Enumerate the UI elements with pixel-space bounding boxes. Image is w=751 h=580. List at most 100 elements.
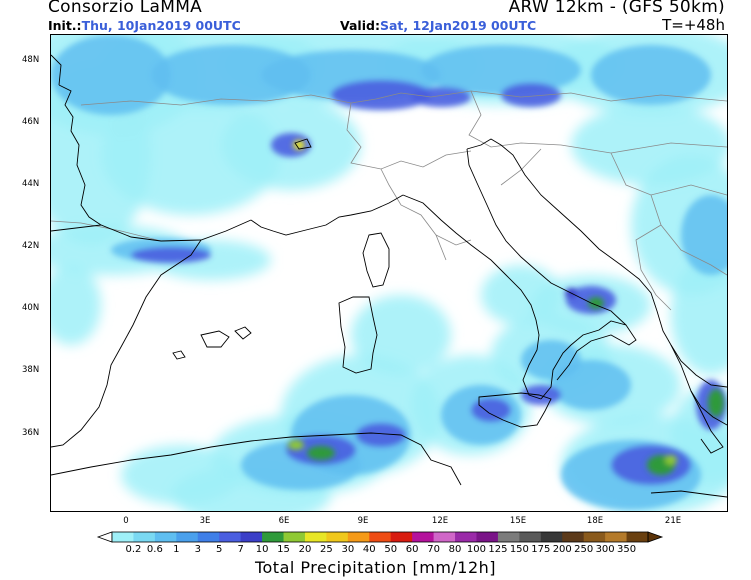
lat-tick-40n: 40N — [22, 303, 40, 313]
colorbar-swatch — [240, 532, 263, 542]
colorbar-swatch — [540, 532, 563, 542]
colorbar-label: 150 — [509, 544, 529, 555]
colorbar-swatch — [133, 532, 156, 542]
colorbar-label: 300 — [595, 544, 615, 555]
colorbar-swatch — [519, 532, 542, 542]
precip-area — [591, 45, 711, 105]
colorbar-swatch — [433, 532, 456, 542]
precip-area — [51, 35, 171, 115]
colorbar-swatch — [605, 532, 628, 542]
colorbar-label: 60 — [405, 544, 419, 555]
lon-tick-6e: 6E — [278, 516, 290, 526]
precip-area — [151, 45, 311, 105]
lon-tick-0: 0 — [123, 516, 129, 526]
colorbar-swatch — [262, 532, 285, 542]
precip-area — [271, 133, 311, 157]
lat-tick-48n: 48N — [22, 55, 40, 65]
colorbar-frame — [111, 531, 649, 543]
lat-tick-46n: 46N — [22, 117, 40, 127]
valid-time: Valid:Sat, 12Jan2019 00UTC — [340, 18, 536, 33]
coastlines — [51, 54, 727, 498]
lat-tick-44n: 44N — [22, 179, 40, 189]
init-label: Init.: — [48, 18, 82, 33]
model-title: ARW 12km - (GFS 50km) — [508, 0, 725, 17]
colorbar-swatch — [369, 532, 392, 542]
colorbar-swatch — [347, 532, 370, 542]
precip-area — [356, 423, 406, 447]
colorbar-label: 7 — [237, 544, 244, 555]
precip-area — [471, 398, 511, 422]
precip-area — [351, 295, 451, 375]
precip-area — [131, 247, 211, 263]
colorbar-swatch — [497, 532, 520, 542]
colorbar-label: 20 — [298, 544, 312, 555]
colorbar-label: 0.6 — [146, 544, 163, 555]
precip-area — [307, 446, 335, 460]
colorbar-label: 5 — [216, 544, 223, 555]
valid-value: Sat, 12Jan2019 00UTC — [379, 18, 537, 33]
colorbar-label: 15 — [277, 544, 290, 555]
colorbar-swatch — [412, 532, 435, 542]
colorbar-label: 100 — [466, 544, 487, 555]
colorbar-swatch — [583, 532, 606, 542]
colorbar-swatch — [112, 532, 134, 542]
colorbar-title: Total Precipitation [mm/12h] — [254, 558, 497, 577]
colorbar-label: 200 — [552, 544, 572, 555]
lat-tick-42n: 42N — [22, 241, 40, 251]
map-canvas — [51, 35, 727, 511]
colorbar-label: 0.2 — [125, 544, 142, 555]
colorbar-swatch — [390, 532, 413, 542]
colorbar-label: 40 — [362, 544, 376, 555]
lon-tick-15e: 15E — [509, 516, 527, 526]
colorbar-swatch — [455, 532, 477, 542]
colorbar-label: 350 — [617, 544, 637, 555]
precip-area — [681, 195, 727, 275]
lon-tick-3e: 3E — [199, 516, 211, 526]
colorbar-swatch — [197, 532, 220, 542]
precipitation-map — [50, 34, 728, 512]
colorbar-under-arrow — [96, 531, 113, 543]
colorbar-over-arrow — [647, 531, 664, 543]
valid-label: Valid: — [340, 18, 380, 33]
colorbar-label: 3 — [194, 544, 201, 555]
colorbar-label: 10 — [255, 544, 269, 555]
forecast-hour: T=+48h — [662, 16, 725, 34]
precip-area — [588, 297, 604, 309]
colorbar-label: 250 — [574, 544, 594, 555]
colorbar-label: 80 — [448, 544, 462, 555]
precip-area — [421, 45, 581, 95]
colorbar-label: 125 — [488, 544, 508, 555]
lon-tick-12e: 12E — [431, 516, 449, 526]
colorbar-swatch — [326, 532, 349, 542]
colorbar-swatch — [219, 532, 242, 542]
init-value: Thu, 10Jan2019 00UTC — [81, 18, 241, 33]
precip-area — [288, 440, 304, 450]
organization-title: Consorzio LaMMA — [48, 0, 203, 17]
colorbar-swatch — [176, 532, 199, 542]
colorbar-swatch — [476, 532, 499, 542]
colorbar-label: 175 — [531, 544, 551, 555]
precip-area — [665, 455, 677, 465]
precip-area — [121, 445, 241, 505]
init-time: Init.:Thu, 10Jan2019 00UTC — [48, 18, 241, 33]
lat-tick-38n: 38N — [22, 365, 40, 375]
colorbar-label: 70 — [427, 544, 440, 555]
precip-area — [708, 389, 724, 417]
lat-tick-36n: 36N — [22, 428, 40, 438]
colorbar-swatch — [562, 532, 585, 542]
precip-area — [501, 83, 561, 107]
lon-tick-21e: 21E — [664, 516, 682, 526]
precip-area — [671, 255, 727, 375]
colorbar-swatch — [304, 532, 327, 542]
colorbar-swatch — [626, 532, 649, 542]
colorbar-label: 50 — [384, 544, 398, 555]
precip-area — [51, 265, 101, 345]
colorbar-swatch — [154, 532, 177, 542]
colorbar-swatch — [283, 532, 306, 542]
precip-heavy-field — [288, 140, 724, 475]
country-borders — [51, 90, 727, 311]
colorbar-label: 1 — [173, 544, 180, 555]
colorbar-label: 25 — [320, 544, 333, 555]
colorbar-label: 30 — [341, 544, 355, 555]
